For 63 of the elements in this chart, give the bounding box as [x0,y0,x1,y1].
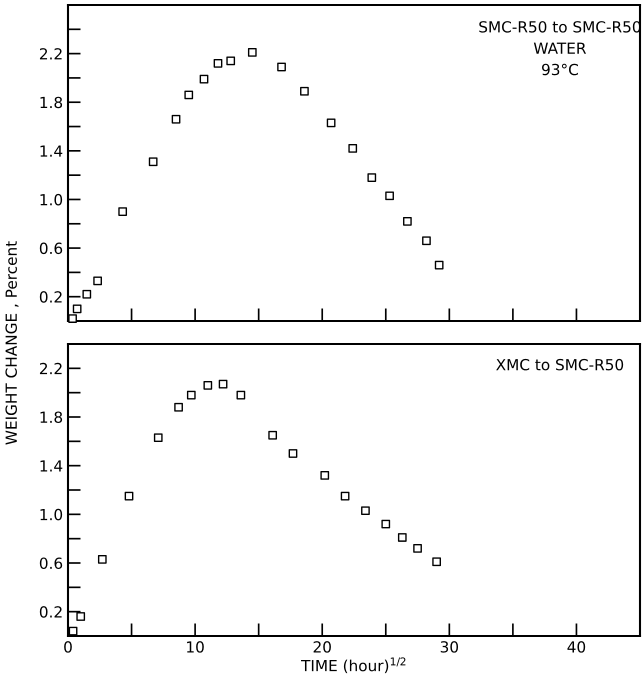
point [72,304,82,314]
point [367,173,376,182]
point [403,216,412,226]
point [398,533,407,542]
point [300,86,309,96]
point [248,48,257,57]
point [326,118,336,128]
x-tick-label: 20 [314,641,331,653]
annotation: SMC-R50 to SMC-R50 [479,21,641,33]
y-tick-label: 1.4 [40,146,62,157]
point [214,58,222,68]
y-tick-label: 0.6 [40,557,62,570]
point [82,290,92,299]
point [76,612,86,621]
point [200,74,208,84]
annotation: XMC to SMC-R50 [496,358,624,370]
point [268,430,278,440]
x-tick-label: 10 [187,641,204,653]
y-tick-label: 0.2 [40,606,62,618]
point [98,554,107,564]
y-tick-label: 1.8 [40,96,62,108]
annotation: WATER [534,42,586,54]
point [385,191,394,200]
y-tick-label: 1.0 [40,194,62,206]
point [93,276,102,286]
y-tick-label: 0.2 [40,291,62,303]
point [320,471,330,480]
point [172,114,180,124]
point [186,390,196,400]
point [422,236,431,246]
point [381,520,390,528]
x-tick-label: 30 [440,641,458,653]
point [432,557,441,566]
point [68,314,77,323]
point [124,492,134,500]
point [340,492,350,500]
point [434,260,444,270]
x-axis-title: TIME (hour)$^{1/2}$ [301,657,406,674]
y-axis-title: WEIGHT CHANGE , Percent [5,241,19,445]
point [148,157,158,166]
point [288,449,298,458]
x-tick-label: 40 [567,641,586,653]
point [218,380,228,389]
point [154,433,163,442]
y-tick-label: 0.6 [40,242,62,254]
x-tick-label: 0 [64,641,72,653]
point [226,56,236,66]
annotation: 93°C [542,64,578,76]
point [184,90,194,100]
point [174,402,183,412]
point [413,544,422,553]
point [236,390,246,400]
point [68,626,78,636]
y-tick-label: 2.2 [40,48,62,60]
y-tick-label: 1.8 [40,411,62,424]
y-tick-label: 1.4 [40,460,62,472]
point [348,144,358,153]
y-tick-label: 2.2 [40,362,62,374]
point [361,506,370,516]
point [118,207,128,216]
y-tick-label: 1.0 [40,508,62,520]
point [203,380,212,390]
point [277,62,286,72]
